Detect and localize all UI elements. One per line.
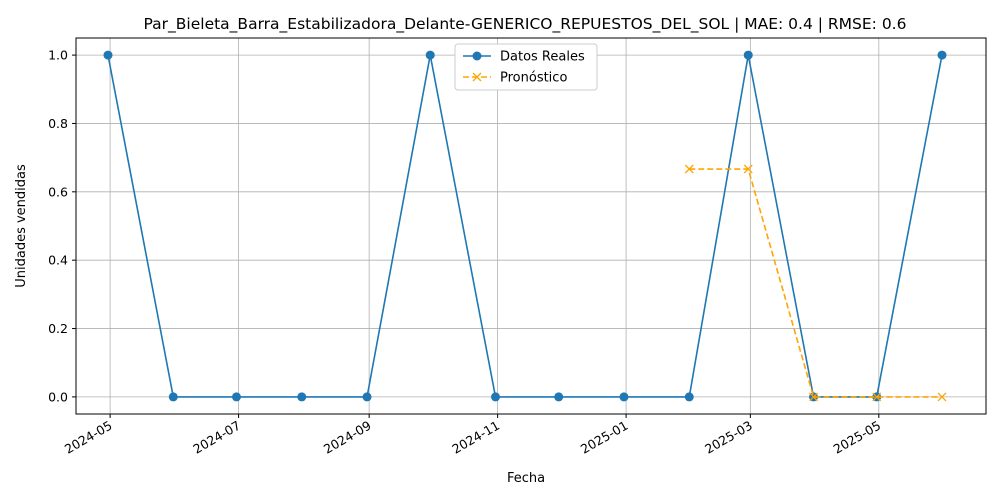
x-tick-label: 2024-05 xyxy=(62,418,115,457)
x-tick-label: 2025-03 xyxy=(702,418,755,457)
x-tick-label: 2024-11 xyxy=(449,418,502,457)
x-axis-ticks: 2024-05 2024-07 2024-09 2024-11 2025-01 2025-… xyxy=(62,414,883,457)
y-axis-label: Unidades vendidas xyxy=(14,164,29,288)
data-point xyxy=(168,392,178,402)
forecast-point xyxy=(937,392,947,402)
y-tick-label: 1.0 xyxy=(48,48,68,63)
data-point xyxy=(554,392,564,402)
data-point xyxy=(684,392,694,402)
x-axis-label: Fecha xyxy=(507,471,545,486)
forecast-point xyxy=(872,392,882,402)
series-layer xyxy=(103,50,947,402)
y-tick-label: 0.6 xyxy=(48,184,68,199)
data-point xyxy=(619,392,629,402)
x-tick-label: 2025-05 xyxy=(831,418,884,457)
y-tick-label: 0.0 xyxy=(48,389,68,404)
y-tick-label: 0.4 xyxy=(48,253,68,268)
x-tick-label: 2024-09 xyxy=(321,418,374,457)
data-point xyxy=(362,392,372,402)
data-point xyxy=(231,392,241,402)
legend-marker xyxy=(472,51,482,61)
legend-marker xyxy=(472,72,482,82)
y-tick-label: 0.8 xyxy=(48,116,68,131)
x-tick-label: 2025-01 xyxy=(578,418,631,457)
series-line-0 xyxy=(107,54,943,398)
x-tick-label: 2024-07 xyxy=(190,418,243,457)
data-point xyxy=(743,50,753,60)
legend-label: Pronóstico xyxy=(500,71,567,86)
data-point xyxy=(425,50,435,60)
grid xyxy=(76,38,986,414)
forecast-point xyxy=(684,164,694,174)
chart-title: Par_Bieleta_Barra_Estabilizadora_Delante… xyxy=(144,15,907,34)
legend: Datos Reales Pronóstico xyxy=(454,43,598,91)
series-line-1 xyxy=(689,168,942,398)
data-point xyxy=(491,392,501,402)
data-point xyxy=(937,50,947,60)
forecast-point xyxy=(809,392,818,402)
forecast-point xyxy=(743,164,753,174)
y-tick-label: 0.2 xyxy=(48,321,68,336)
data-point xyxy=(103,50,113,60)
legend-label: Datos Reales xyxy=(500,50,585,65)
y-axis-ticks: 0.0 0.2 0.4 0.6 0.8 1.0 xyxy=(48,48,76,404)
plot-frame xyxy=(75,37,987,415)
data-point xyxy=(297,392,307,402)
